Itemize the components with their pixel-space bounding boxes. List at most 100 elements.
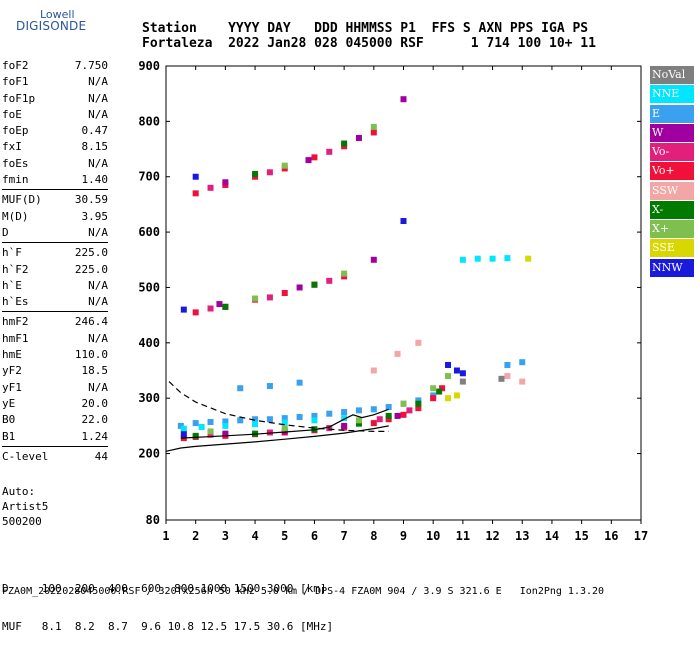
data-point-vo <box>192 190 199 197</box>
param-label: foF2 <box>2 59 29 72</box>
data-point-nne <box>341 415 348 422</box>
auto-scaling-info: Auto: Artist5 500200 <box>2 484 48 529</box>
data-point-ssw <box>370 367 377 374</box>
legend-item-ssw: SSW <box>650 181 694 200</box>
y-tick-label: 300 <box>138 391 160 405</box>
data-point-e <box>415 397 422 404</box>
data-point-e <box>237 385 244 392</box>
param-row: B1 1.24 <box>2 429 108 445</box>
y-tick-label: 500 <box>138 280 160 294</box>
param-label: hmE <box>2 348 22 362</box>
param-value: N/A <box>88 278 108 292</box>
param-value: 110.0 <box>74 348 108 362</box>
data-point-x <box>400 400 407 407</box>
data-point-vo <box>326 277 333 284</box>
param-row: foE N/A <box>2 107 108 123</box>
data-point-e <box>252 416 259 423</box>
param-row: B0 22.0 <box>2 412 108 428</box>
x-tick-label: 1 <box>162 529 169 543</box>
data-point-e <box>266 383 273 390</box>
param-row: hmF2 246.4 <box>2 314 108 330</box>
param-value: N/A <box>88 91 108 105</box>
data-point-e <box>504 361 511 368</box>
param-row: yF1 N/A <box>2 380 108 396</box>
data-point-x <box>192 432 199 439</box>
data-point-nne <box>474 255 481 262</box>
param-row: fmin 1.40 <box>2 172 108 188</box>
data-point-ssw <box>415 339 422 346</box>
param-separator <box>2 445 108 447</box>
data-point-x <box>415 400 422 407</box>
x-tick-label: 10 <box>426 529 440 543</box>
data-point-e <box>296 414 303 421</box>
data-point-nne <box>504 255 511 262</box>
y-tick-label: 700 <box>138 170 160 184</box>
profile-curve <box>180 408 389 439</box>
param-row: M(D) 3.95 <box>2 209 108 225</box>
legend-item-e: E <box>650 104 694 123</box>
legend-item-x: X- <box>650 200 694 219</box>
x-tick-label: 15 <box>574 529 588 543</box>
param-value: N/A <box>88 380 108 394</box>
param-label: MUF(D) <box>2 193 42 207</box>
param-value: 18.5 <box>81 364 109 378</box>
param-row: C-level 44 <box>2 449 108 465</box>
legend-item-nne: NNE <box>650 85 694 104</box>
param-value: N/A <box>88 156 108 170</box>
data-point-nne <box>311 417 318 424</box>
data-point-x <box>311 281 318 288</box>
x-tick-label: 17 <box>634 529 648 543</box>
data-point-e <box>370 406 377 413</box>
x-tick-label: 6 <box>311 529 318 543</box>
data-point-vo <box>400 411 407 418</box>
data-point-nnw <box>180 306 187 313</box>
data-point-vo <box>281 290 288 296</box>
data-point-e <box>341 409 348 416</box>
param-label: fmin <box>2 173 29 187</box>
x-tick-label: 4 <box>251 529 258 543</box>
data-point-vo <box>266 169 273 176</box>
data-point-e <box>281 415 288 422</box>
param-separator <box>2 189 108 191</box>
y-tick-label: 80 <box>146 513 160 527</box>
data-point-vo <box>311 154 318 161</box>
param-label: h`F2 <box>2 262 29 276</box>
param-label: foEs <box>2 156 29 170</box>
header-line-2: Fortaleza 2022 Jan28 028 045000 RSF 1 71… <box>142 36 596 51</box>
data-point-sse <box>453 392 460 399</box>
data-point-nnw <box>192 173 199 180</box>
param-row: h`F 225.0 <box>2 245 108 261</box>
param-row: h`F2 225.0 <box>2 262 108 278</box>
x-tick-label: 9 <box>400 529 407 543</box>
data-point-nnw <box>400 218 407 225</box>
data-point-w <box>305 157 312 164</box>
param-label: yF1 <box>2 380 22 394</box>
data-point-e <box>237 417 244 424</box>
data-point-x <box>445 373 452 380</box>
data-point-w <box>216 301 223 308</box>
data-point-nnw <box>459 370 466 377</box>
param-row: foF1 N/A <box>2 74 108 90</box>
y-tick-label: 600 <box>138 225 160 239</box>
data-point-x <box>355 420 362 427</box>
data-point-x <box>341 270 348 277</box>
ionospheric-parameters-panel: foF2 7.750 foF1 N/A foF1p N/A foE N/A foEp 0.47 fx… <box>2 58 108 465</box>
param-value: 1.24 <box>81 429 109 443</box>
param-label: fxI <box>2 140 22 154</box>
dashed-profile-curve <box>168 381 389 432</box>
data-point-vo <box>385 416 392 423</box>
data-point-nne <box>252 421 259 428</box>
data-point-ssw <box>504 373 511 380</box>
x-tick-label: 2 <box>192 529 199 543</box>
y-tick-label: 200 <box>138 447 160 461</box>
param-label: B1 <box>2 429 16 443</box>
data-point-vo <box>192 309 199 316</box>
data-point-x <box>385 412 392 419</box>
data-point-nne <box>489 255 496 262</box>
data-point-vo <box>207 184 214 191</box>
data-point-w <box>296 284 303 291</box>
param-row: hmE 110.0 <box>2 347 108 363</box>
param-row: D N/A <box>2 225 108 241</box>
param-label: C-level <box>2 449 49 463</box>
data-point-vo <box>326 425 333 432</box>
